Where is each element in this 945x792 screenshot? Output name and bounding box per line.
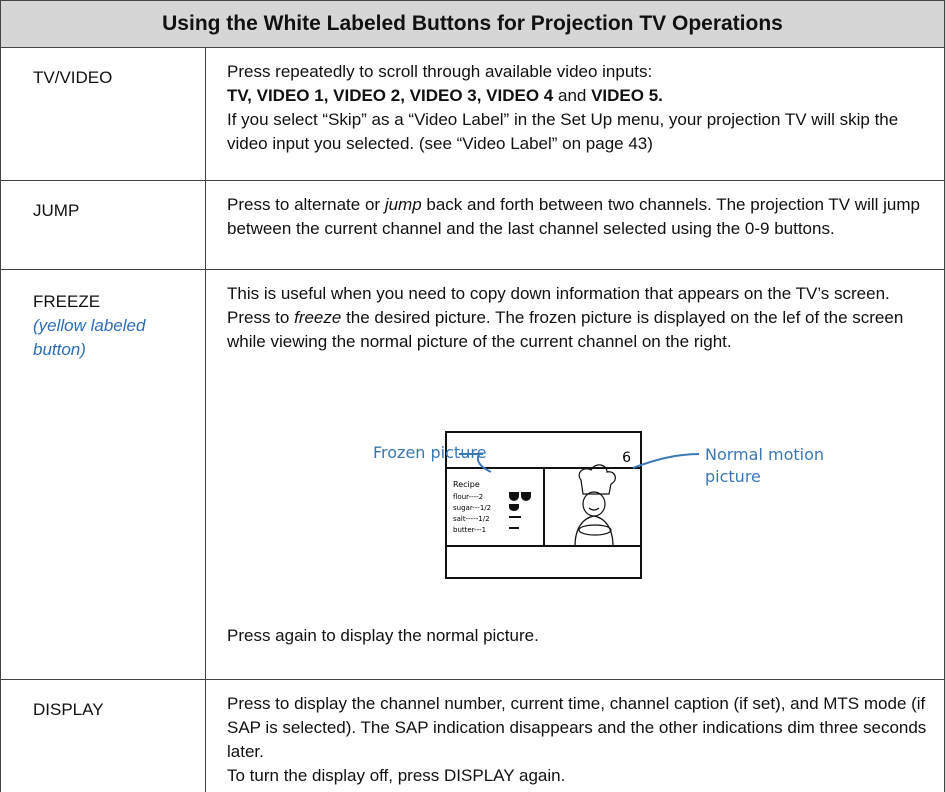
text: To turn the display off, press DISPLAY a…	[227, 766, 566, 785]
paragraph: Press again to display the normal pictur…	[227, 624, 927, 648]
divider	[205, 181, 206, 269]
table-title: Using the White Labeled Buttons for Proj…	[1, 0, 944, 48]
description: Press to alternate or jump back and fort…	[227, 193, 927, 241]
recipe-text: sugar---1/2	[453, 504, 491, 512]
text: Press to	[227, 308, 295, 327]
paragraph: Press to freeze the desired picture. The…	[227, 306, 927, 354]
recipe-text: Recipe	[453, 480, 480, 489]
description: Press again to display the normal pictur…	[227, 624, 927, 648]
text: VIDEO 5.	[591, 86, 663, 105]
callout-label: Normal motion picture	[705, 445, 824, 486]
callout-label: Frozen picture	[373, 443, 486, 462]
button-name: JUMP	[33, 201, 80, 220]
recipe-text: flour----2	[453, 493, 483, 501]
text: and	[553, 86, 592, 105]
callout-box: Normal motion picture	[705, 445, 824, 486]
divider	[205, 270, 206, 679]
recipe-text: butter---1	[453, 526, 486, 534]
divider	[205, 680, 206, 792]
button-label: FREEZE	[33, 292, 101, 311]
paragraph: Press repeatedly to scroll through avail…	[227, 60, 927, 84]
text: TV, VIDEO 1, VIDEO 2, VIDEO 3, VIDEO 4	[227, 86, 554, 105]
description: Press to display the channel number, cur…	[227, 692, 927, 788]
paragraph: Press to alternate or jump back and fort…	[227, 193, 927, 241]
channel-number: 6	[622, 450, 631, 466]
text: the desired picture. The frozen picture …	[227, 308, 904, 351]
paragraph: This is useful when you need to copy dow…	[227, 282, 927, 306]
text: jump	[384, 195, 422, 214]
text: If you select “Skip” as a “Video Label” …	[227, 110, 899, 153]
divider	[205, 48, 206, 180]
button-note: (yellow labeled button)	[33, 316, 146, 359]
text: back and forth between two channels. The…	[227, 195, 920, 238]
paragraph: If you select “Skip” as a “Video Label” …	[227, 108, 927, 156]
button-name: TV/VIDEO	[33, 68, 113, 87]
row: JUMP Press to alternate or jump back and…	[1, 181, 944, 270]
button-name: DISPLAY	[33, 700, 104, 719]
text: Press repeatedly to scroll through avail…	[227, 62, 653, 81]
recipe-icons	[509, 492, 531, 529]
callout-line	[476, 453, 492, 473]
figure: 6 Recipe flour----2 sugar---1/2 salt----…	[373, 431, 824, 579]
text: Press to alternate or	[227, 195, 385, 214]
text: This is useful when you need to copy dow…	[227, 284, 890, 303]
text: Press again to display the normal pictur…	[227, 626, 539, 645]
description: Press repeatedly to scroll through avail…	[227, 60, 927, 156]
text: freeze	[294, 308, 342, 327]
paragraph: To turn the display off, press DISPLAY a…	[227, 764, 927, 788]
button-name: FREEZE (yellow labeled button)	[33, 290, 193, 362]
row: DISPLAY Press to display the channel num…	[1, 680, 944, 792]
callout-line	[632, 453, 700, 469]
row: FREEZE (yellow labeled button) This is us…	[1, 270, 944, 680]
text: Press to display the channel number, cur…	[227, 694, 927, 761]
paragraph: TV, VIDEO 1, VIDEO 2, VIDEO 3, VIDEO 4 a…	[227, 84, 927, 108]
row: TV/VIDEO Press repeatedly to scroll thro…	[1, 48, 944, 181]
paragraph: Press to display the channel number, cur…	[227, 692, 927, 764]
chef-drawing	[574, 464, 616, 547]
description: This is useful when you need to copy dow…	[227, 282, 927, 354]
recipe-text: salt-----1/2	[453, 515, 490, 523]
